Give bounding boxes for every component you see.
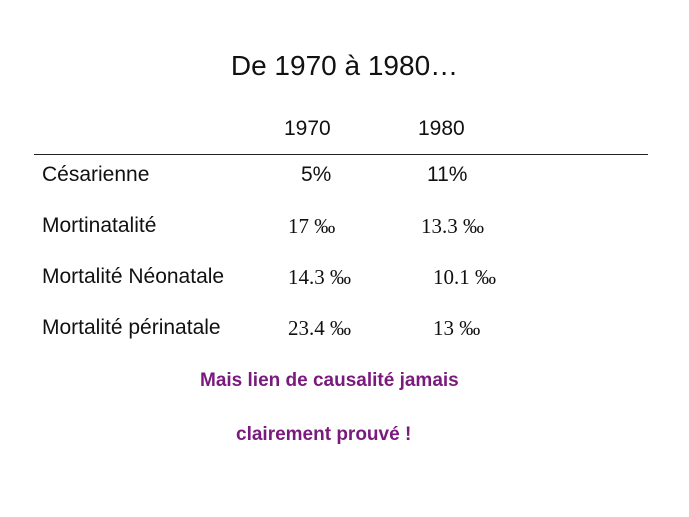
column-header-1980: 1980 xyxy=(418,117,465,140)
column-header-1970: 1970 xyxy=(284,117,331,140)
cell-mortalite-perinatale-1980: 13 ‰ xyxy=(433,316,481,340)
cell-mortinatalite-1980: 13.3 ‰ xyxy=(421,214,484,238)
note-line-1: Mais lien de causalité jamais xyxy=(200,370,459,391)
cell-cesarienne-1970: 5% xyxy=(301,163,332,186)
cell-mortalite-neonatale-1970: 14.3 ‰ xyxy=(288,265,351,289)
slide-title: De 1970 à 1980… xyxy=(230,50,459,81)
header-rule xyxy=(34,154,648,155)
cell-mortalite-neonatale-1980: 10.1 ‰ xyxy=(433,265,496,289)
row-label-mortalite-perinatale: Mortalité périnatale xyxy=(42,316,221,339)
cell-mortinatalite-1970: 17 ‰ xyxy=(288,214,336,238)
cell-cesarienne-1980: 11% xyxy=(427,163,468,186)
note-line-2: clairement prouvé ! xyxy=(236,424,412,445)
cell-mortalite-perinatale-1970: 23.4 ‰ xyxy=(288,316,351,340)
row-label-mortalite-neonatale: Mortalité Néonatale xyxy=(42,265,225,288)
row-label-mortinatalite: Mortinatalité xyxy=(42,214,157,237)
row-label-cesarienne: Césarienne xyxy=(42,163,150,186)
